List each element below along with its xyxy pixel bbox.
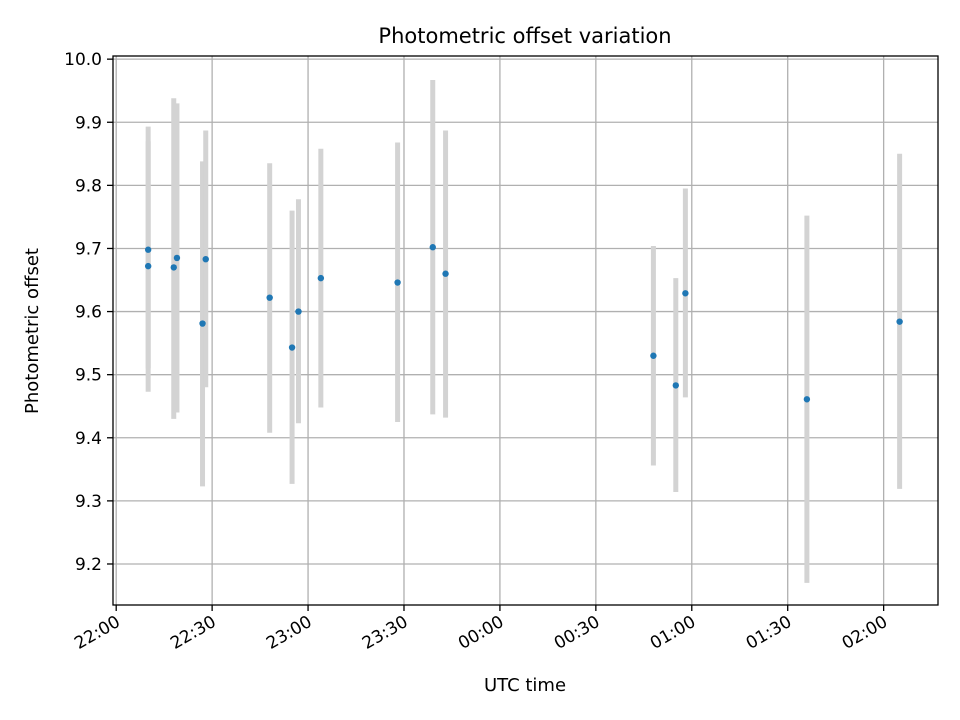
x-tick-label: 02:00 [839, 612, 891, 654]
tick-layer: 9.2 9.3 9.4 9.5 9.6 9.7 9.8 9.9 10.0 22:00 22:30 23… [64, 50, 891, 654]
x-tick-label: 01:30 [743, 612, 795, 654]
x-tick-label: 23:00 [263, 612, 315, 654]
x-tick-label: 22:30 [167, 612, 219, 654]
data-point [144, 246, 152, 253]
x-axis-label: UTC time [484, 675, 566, 696]
plot-frame [112, 55, 939, 606]
data-point [429, 244, 436, 251]
y-tick-label: 9.6 [75, 303, 102, 323]
x-tick-label: 01:00 [647, 612, 699, 654]
x-tick-label: 22:00 [71, 612, 123, 654]
data-point [672, 382, 679, 389]
x-tick-label: 00:30 [551, 612, 603, 654]
y-tick-label: 9.7 [75, 239, 102, 259]
data-point [288, 344, 296, 351]
y-tick-label: 9.8 [75, 176, 102, 196]
data-point [394, 279, 401, 286]
y-tick-label: 9.9 [75, 113, 102, 133]
data-point [199, 320, 206, 327]
y-tick-label: 9.4 [75, 429, 102, 449]
y-tick-label: 9.2 [75, 555, 102, 575]
data-point [144, 262, 152, 270]
data-point [173, 254, 181, 262]
grid-layer [113, 56, 938, 605]
data-point [317, 274, 325, 282]
data-point [170, 264, 177, 271]
y-tick-label: 9.5 [75, 366, 102, 386]
x-tick-label: 23:30 [359, 612, 411, 654]
data-point [682, 290, 689, 297]
data-point [266, 294, 273, 301]
point-layer [144, 244, 903, 403]
data-point [202, 255, 209, 263]
y-tick-label: 9.3 [75, 492, 102, 512]
data-point [295, 308, 302, 315]
data-point [442, 270, 449, 277]
data-point [803, 396, 811, 403]
data-point [896, 318, 903, 325]
errorbar-layer [145, 79, 903, 583]
chart-title: Photometric offset variation [378, 24, 671, 48]
y-tick-label: 10.0 [64, 50, 102, 70]
data-point [650, 352, 657, 359]
y-axis-label: Photometric offset [22, 248, 43, 414]
x-tick-label: 00:00 [455, 612, 507, 654]
